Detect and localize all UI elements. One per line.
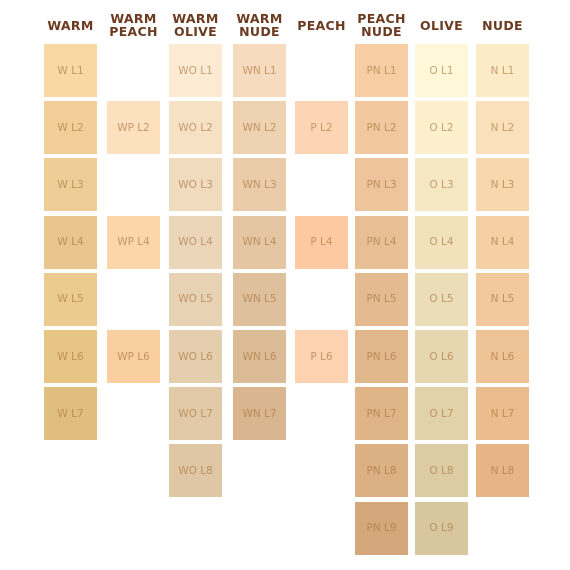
swatch: O L5 bbox=[415, 272, 468, 326]
swatch: N L3 bbox=[476, 158, 529, 212]
swatch: W L4 bbox=[44, 215, 97, 269]
swatch: O L9 bbox=[415, 501, 468, 555]
swatch: WP L6 bbox=[107, 330, 160, 383]
swatch: O L7 bbox=[415, 387, 468, 441]
swatch: PN L8 bbox=[355, 444, 408, 498]
swatch: N L8 bbox=[476, 444, 529, 498]
swatch: O L3 bbox=[415, 158, 468, 212]
swatch: W L7 bbox=[44, 387, 97, 441]
swatch: N L6 bbox=[476, 330, 529, 383]
column-header: WARM PEACH bbox=[109, 11, 158, 39]
swatch: WN L2 bbox=[233, 101, 286, 155]
swatch: PN L7 bbox=[355, 387, 408, 441]
swatch: PN L3 bbox=[355, 158, 408, 212]
swatch: PN L2 bbox=[355, 101, 408, 155]
column-header: PEACH NUDE bbox=[357, 11, 406, 39]
swatch: W L3 bbox=[44, 158, 97, 212]
swatch: PN L6 bbox=[355, 330, 408, 383]
swatch: N L7 bbox=[476, 387, 529, 441]
column-header: PEACH bbox=[297, 17, 346, 33]
swatch: WN L4 bbox=[233, 215, 286, 269]
swatch: WP L4 bbox=[107, 215, 160, 269]
swatch: WO L6 bbox=[169, 330, 222, 383]
swatch: WO L1 bbox=[169, 44, 222, 97]
swatch: P L6 bbox=[295, 330, 348, 383]
swatch: PN L4 bbox=[355, 215, 408, 269]
swatch: W L6 bbox=[44, 330, 97, 383]
swatch: O L8 bbox=[415, 444, 468, 498]
swatch: PN L5 bbox=[355, 272, 408, 326]
swatch: WO L8 bbox=[169, 444, 222, 498]
swatch: O L1 bbox=[415, 44, 468, 97]
swatch: WN L6 bbox=[233, 330, 286, 383]
swatch: N L1 bbox=[476, 44, 529, 97]
swatch: WN L1 bbox=[233, 44, 286, 97]
swatch: N L4 bbox=[476, 215, 529, 269]
swatch: O L6 bbox=[415, 330, 468, 383]
swatch: O L2 bbox=[415, 101, 468, 155]
column-header: NUDE bbox=[482, 17, 523, 33]
column-header: WARM NUDE bbox=[236, 11, 283, 39]
swatch: P L4 bbox=[295, 215, 348, 269]
swatch: WO L3 bbox=[169, 158, 222, 212]
swatch: P L2 bbox=[295, 101, 348, 155]
swatch: WN L5 bbox=[233, 272, 286, 326]
column-header: WARM OLIVE bbox=[172, 11, 219, 39]
swatch: WO L7 bbox=[169, 387, 222, 441]
swatch: PN L1 bbox=[355, 44, 408, 97]
swatch: WN L3 bbox=[233, 158, 286, 212]
swatch: WP L2 bbox=[107, 101, 160, 155]
swatch: WO L4 bbox=[169, 215, 222, 269]
swatch: N L2 bbox=[476, 101, 529, 155]
swatch: W L5 bbox=[44, 272, 97, 326]
swatch: WO L5 bbox=[169, 272, 222, 326]
column-header: WARM bbox=[47, 17, 94, 33]
swatch: N L5 bbox=[476, 272, 529, 326]
swatch: W L1 bbox=[44, 44, 97, 97]
swatch: W L2 bbox=[44, 101, 97, 155]
swatch: PN L9 bbox=[355, 501, 408, 555]
swatch: WN L7 bbox=[233, 387, 286, 441]
column-header: OLIVE bbox=[420, 17, 463, 33]
swatch: WO L2 bbox=[169, 101, 222, 155]
swatch: O L4 bbox=[415, 215, 468, 269]
